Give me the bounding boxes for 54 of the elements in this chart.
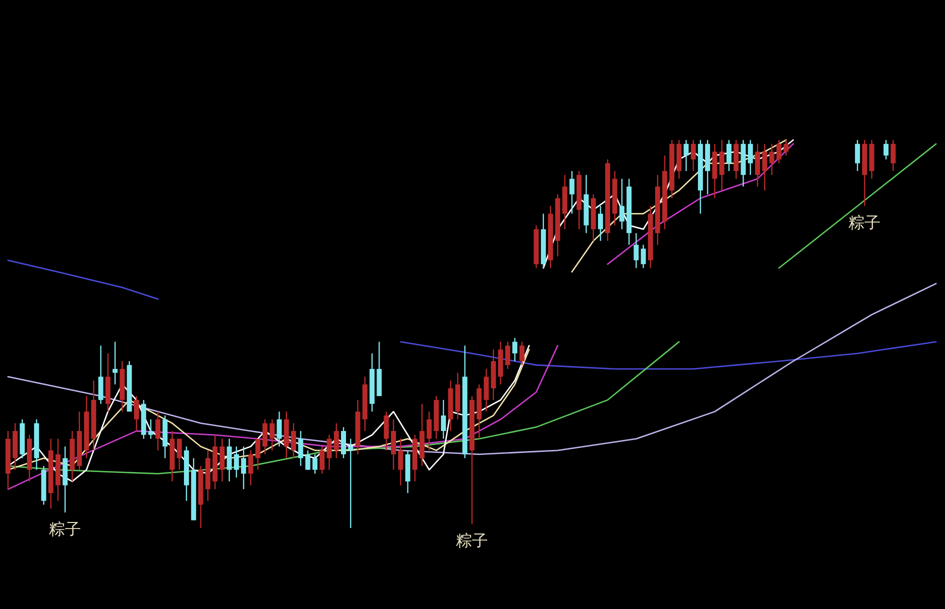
candlestick bbox=[484, 368, 489, 412]
candlestick bbox=[719, 139, 724, 192]
candlestick bbox=[155, 411, 160, 451]
candlestick bbox=[312, 454, 318, 474]
candlestick bbox=[348, 438, 354, 529]
candlestick bbox=[784, 139, 789, 156]
candlestick bbox=[755, 143, 760, 188]
candlestick bbox=[241, 446, 246, 490]
candlestick bbox=[598, 205, 603, 242]
candlestick bbox=[234, 446, 239, 478]
annotation: 粽子 bbox=[456, 531, 488, 550]
candlestick bbox=[619, 178, 624, 230]
candlestick bbox=[291, 422, 296, 459]
candlestick bbox=[748, 139, 753, 176]
candlestick bbox=[305, 450, 310, 470]
candlestick bbox=[634, 232, 639, 269]
candlestick bbox=[505, 341, 510, 370]
candlestick bbox=[270, 418, 275, 451]
candlestick bbox=[298, 430, 304, 467]
candlestick bbox=[320, 446, 325, 474]
candlestick bbox=[134, 395, 139, 432]
candlestick bbox=[334, 422, 339, 459]
annotation: 粽子 bbox=[49, 519, 82, 538]
candlestick bbox=[384, 411, 389, 451]
candlestick bbox=[769, 143, 774, 176]
candlestick bbox=[640, 244, 646, 269]
candlestick bbox=[762, 143, 768, 192]
candlestick bbox=[884, 139, 889, 160]
candlestick bbox=[854, 139, 860, 172]
candlestick bbox=[690, 139, 696, 172]
annotation: 粽子 bbox=[848, 212, 881, 232]
candlestick bbox=[176, 438, 182, 470]
candlestick bbox=[440, 399, 446, 440]
candlestick bbox=[276, 411, 282, 448]
candlestick bbox=[726, 139, 732, 172]
candlestick bbox=[326, 434, 332, 470]
candlestick bbox=[890, 139, 896, 172]
candlestick bbox=[519, 341, 524, 366]
candlestick bbox=[255, 438, 260, 470]
candlestick bbox=[776, 139, 782, 164]
candlestick bbox=[98, 345, 104, 404]
candlestick bbox=[426, 411, 432, 451]
candlestick bbox=[262, 418, 268, 455]
candlestick bbox=[341, 426, 346, 459]
candlestick bbox=[398, 438, 404, 486]
candlestick bbox=[226, 438, 232, 482]
candlestick bbox=[220, 438, 225, 482]
candlestick bbox=[148, 418, 154, 440]
candlestick bbox=[390, 418, 396, 470]
candlestick bbox=[684, 139, 689, 172]
candlestick bbox=[569, 170, 574, 214]
candlestick bbox=[512, 337, 518, 362]
candlestick bbox=[248, 450, 254, 486]
candlestick bbox=[112, 341, 118, 386]
